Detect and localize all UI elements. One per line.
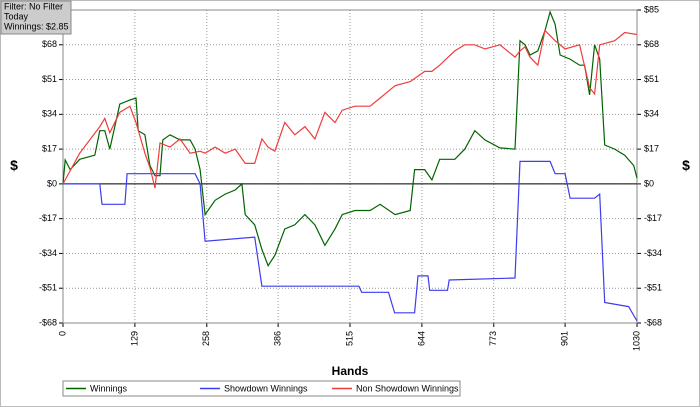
y-tick-label: -$34 [39,248,57,258]
y2-axis-label: $ [682,157,690,173]
y2-tick-label: -$17 [644,213,662,223]
y2-tick-label: $17 [644,143,659,153]
x-tick-label: 0 [57,331,67,336]
x-tick-label: 386 [272,331,282,346]
y2-tick-label: -$51 [644,283,662,293]
legend-box [62,380,461,397]
y-axis-label: $ [10,157,18,173]
y2-tick-label: $0 [644,178,654,188]
x-tick-label: 773 [488,331,498,346]
x-tick-label: 515 [344,331,354,346]
y2-tick-label: $68 [644,39,659,49]
y-tick-label: $51 [42,74,57,84]
x-tick-label: 644 [416,331,426,346]
plot-border [62,9,638,324]
y2-tick-label: -$34 [644,248,662,258]
y-tick-label: -$51 [39,283,57,293]
y2-tick-label: $85 [644,4,659,14]
legend-label: Showdown Winnings [224,383,308,393]
series-line [63,160,638,322]
series-line [62,29,638,189]
y-tick-label: $68 [42,39,57,49]
info-text: Today [4,11,29,21]
info-box [0,0,72,35]
y-tick-label: $0 [47,178,57,188]
info-text: Filter: No Filter [4,1,63,11]
x-axis-label: Hands [332,364,369,378]
legend-label: Non Showdown Winnings [356,383,459,393]
x-tick-label: 129 [129,331,139,346]
x-tick-label: 1030 [631,331,641,351]
y2-tick-label: $51 [644,74,659,84]
y-tick-label: -$17 [39,213,57,223]
y2-tick-label: -$68 [644,317,662,327]
y2-tick-label: $34 [644,109,659,119]
x-tick-label: 901 [559,331,569,346]
x-tick-label: 258 [201,331,211,346]
series-line [62,10,638,268]
y-tick-label: -$68 [39,317,57,327]
info-text: Winnings: $2.85 [4,21,69,31]
legend-label: Winnings [90,383,128,393]
y-tick-label: $17 [42,143,57,153]
y-tick-label: $34 [42,109,57,119]
